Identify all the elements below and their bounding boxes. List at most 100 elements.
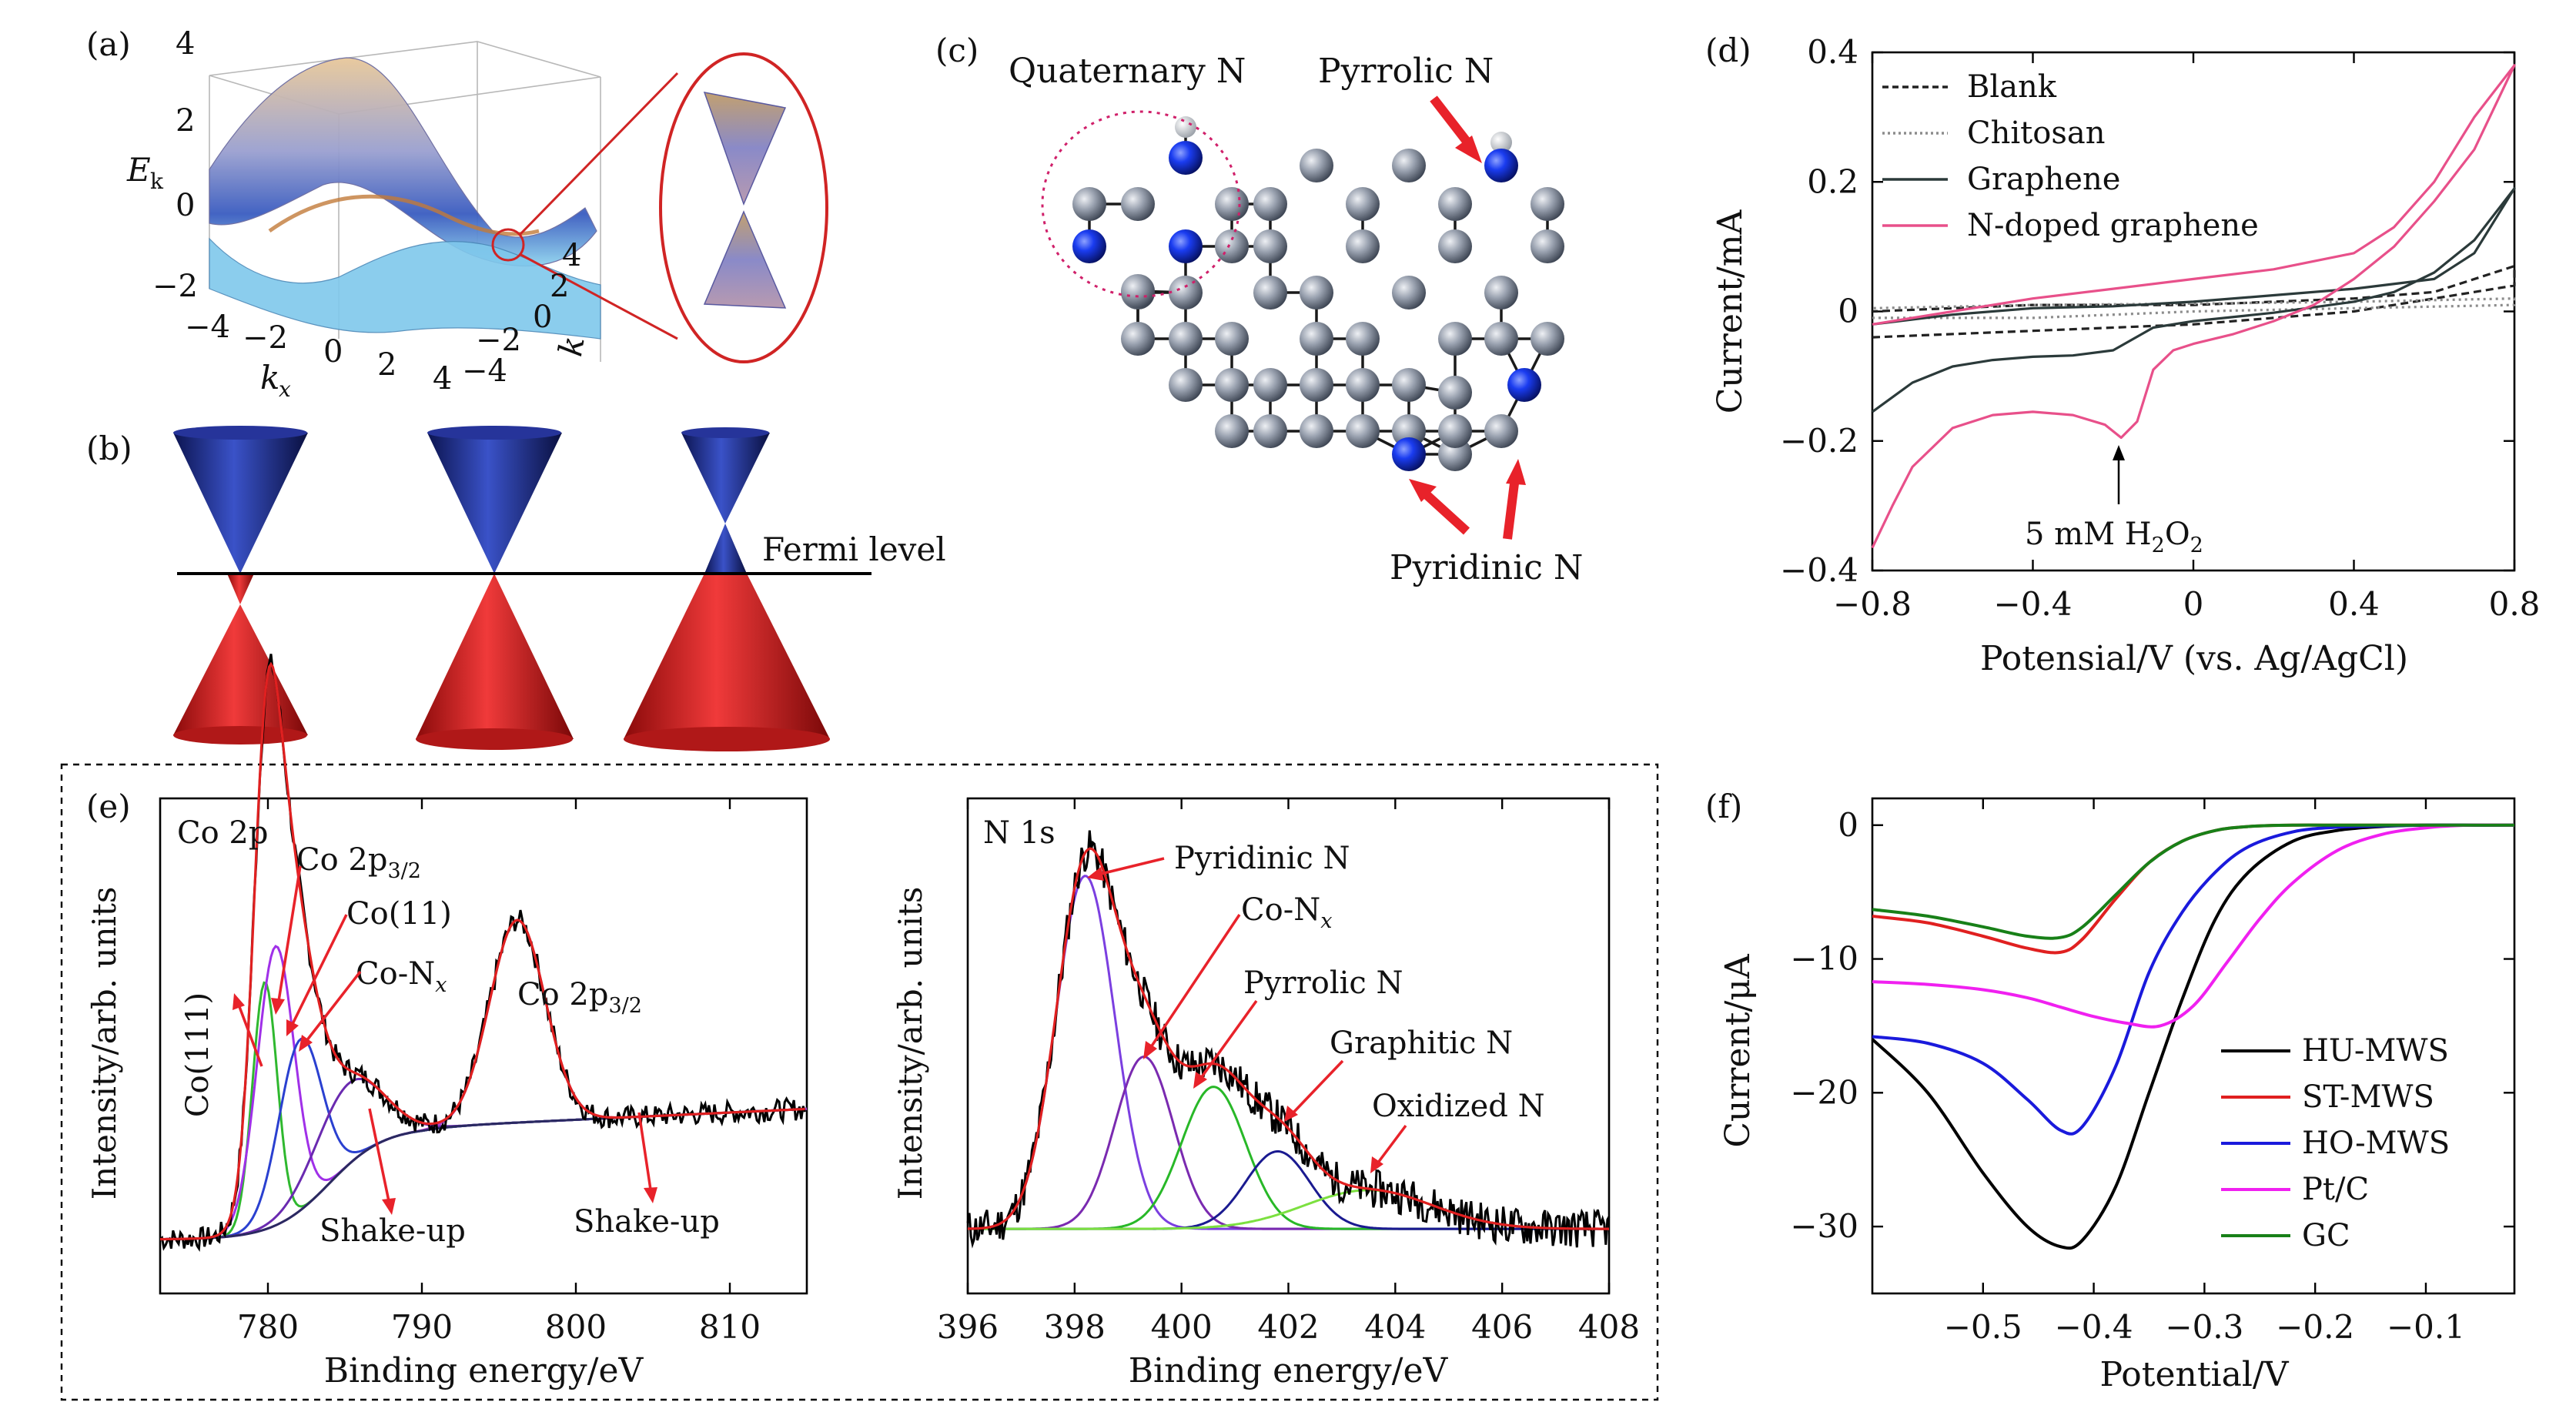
panel-a-ztick: −2: [152, 269, 198, 304]
panel-d-ytick-label: 0.2: [1807, 162, 1858, 200]
legend-label-blank: Blank: [1967, 69, 2057, 105]
annot-shakeup-1: Shake-up: [319, 1213, 466, 1249]
panel-d-ytick-label: −0.4: [1780, 551, 1858, 589]
annot-co-nx-sub: x: [435, 973, 447, 997]
annot-co-nx: Co-N: [356, 956, 435, 992]
cone-undoped-upper-blue: [173, 433, 308, 574]
panel-e2-xtick-label: 396: [937, 1308, 999, 1346]
carbon-atom: [1215, 322, 1249, 356]
panel-label-b: (b): [86, 430, 132, 467]
annot-co2p-main-sub: 3/2: [387, 859, 420, 883]
panel-d-xlabel: Potensial/V (vs. Ag/AgCl): [1980, 639, 2408, 678]
panel-a-ytick: −4: [462, 353, 507, 389]
annot-co111: Co(111): [180, 992, 216, 1117]
panel-f-ylabel: Current/μA: [1718, 953, 1758, 1148]
label-pyridinic-n: Pyridinic N: [1390, 548, 1583, 587]
panel-e1-title: Co 2p: [177, 815, 268, 851]
series-pt-c: [1872, 823, 2515, 1029]
panel-f-xtick-label: −0.2: [2276, 1308, 2354, 1346]
panel-e2-annotation-arrows: [1087, 857, 1407, 1173]
cone-middle-lower-red: [416, 574, 574, 739]
fit-envelope: [967, 847, 1609, 1230]
component-co-2p3-2-satellite-: [160, 918, 808, 1240]
carbon-atom: [1392, 149, 1426, 182]
arrow-pyridinic-n-right: [1503, 477, 1520, 540]
series-gc: [1872, 823, 2514, 940]
annot-co11: Co(11): [346, 896, 452, 932]
panel-f-xtick-label: −0.3: [2165, 1308, 2243, 1346]
panel-a-upper-band-surface: [209, 57, 597, 266]
nitrogen-atom: [1072, 229, 1106, 263]
svg-text:Co 2p3/2: Co 2p3/2: [517, 977, 642, 1018]
label-pyrrolic-n: Pyrrolic N: [1318, 52, 1494, 91]
panel-f-ytick-label: −30: [1790, 1207, 1858, 1245]
panel-f-xlabel: Potential/V: [2099, 1355, 2289, 1394]
fermi-level-label: Fermi level: [762, 530, 946, 568]
panel-a-zlabel-sub: k: [150, 169, 164, 194]
panel-e2-xtick-label: 408: [1578, 1308, 1640, 1346]
panel-a-zoom-lower-cone: [703, 210, 787, 309]
panel-d-annotation-sub2: 2: [2190, 534, 2203, 557]
arrow-pyridinic-n-right-head: [1506, 459, 1526, 485]
panel-e2-title: N 1s: [983, 815, 1055, 851]
panel-f-ticks: [1872, 798, 2514, 1293]
nitrogen-atom: [1169, 141, 1203, 175]
panel-e2-xtick-label: 406: [1471, 1308, 1533, 1346]
arrow-pyrrolic-n: [1430, 95, 1474, 149]
panel-e2-ylabel: Intensity/arb. units: [892, 887, 929, 1200]
svg-text:5 mM H2O2: 5 mM H2O2: [2025, 517, 2203, 557]
carbon-atom: [1300, 276, 1333, 310]
panel-d-annotation-text2: O: [2165, 517, 2190, 552]
panel-e2-peak-annotations: Pyridinic N Co-Nx Pyrrolic N Graphitic N…: [1087, 841, 1545, 1173]
panel-a-xlabel-sub: x: [279, 376, 291, 402]
carbon-atom: [1346, 322, 1380, 356]
panel-c-n-doped-graphene: Quaternary N Pyrrolic N Pyridinic N: [1009, 52, 1583, 587]
carbon-atom: [1253, 414, 1287, 448]
panel-d-ytick-label: 0.4: [1807, 33, 1858, 71]
panel-f-plot-frame: [1871, 797, 2516, 1295]
panel-d-xtick-label: 0.8: [2489, 585, 2541, 623]
cone-right-lower-blue-part: [704, 524, 747, 574]
annot-graphitic-n: Graphitic N: [1330, 1026, 1513, 1061]
panel-a-xtick: 0: [323, 334, 343, 370]
panel-e2-xtick-label: 402: [1257, 1308, 1319, 1346]
panel-e1-xtick-label: 790: [391, 1308, 453, 1346]
annot-pyrrolic-n: Pyrrolic N: [1243, 965, 1403, 1001]
panel-a-zoom-upper-cone: [703, 92, 787, 206]
panel-e2-xlabel: Binding energy/eV: [1129, 1351, 1449, 1390]
panel-d-annotation-text: 5 mM H: [2025, 517, 2152, 552]
panel-a-band-crossing-ridge: [268, 194, 540, 236]
panel-a-ytick: 4: [562, 238, 581, 273]
carbon-atom: [1438, 187, 1472, 221]
panel-d-annotation: 5 mM H2O2: [2025, 445, 2203, 557]
carbon-atom: [1169, 322, 1203, 356]
panel-f-xtick-label: −0.4: [2055, 1308, 2133, 1346]
cone-right-upper-blue: [681, 433, 770, 524]
legend-label-ndoped: N-doped graphene: [1967, 208, 2259, 243]
legend-label-graphene: Graphene: [1967, 162, 2120, 197]
panel-f-xtick-label: −0.1: [2387, 1308, 2465, 1346]
panel-e1-plot-frame: [159, 797, 808, 1295]
carbon-atom: [1300, 149, 1333, 182]
carbon-atom: [1438, 414, 1472, 448]
panel-d-xtick-label: 0: [2183, 585, 2204, 623]
component-co-2p3-2: [160, 945, 808, 1240]
carbon-atom: [1215, 187, 1249, 221]
panel-label-c: (c): [935, 32, 979, 69]
panel-e1-ylabel: Intensity/arb. units: [85, 887, 123, 1200]
panel-d-annotation-sub: 2: [2152, 534, 2165, 557]
panel-e1-tick-labels: 780 790 800 810: [237, 1308, 761, 1346]
panel-e1-co2p-chart: 780 790 800 810 Co 2p Binding energy/eV Int…: [85, 654, 808, 1390]
carbon-atom: [1392, 276, 1426, 310]
panel-d-series: [1871, 64, 2516, 549]
series-blank: [1872, 265, 2516, 339]
panel-a-lower-band-surface: [209, 237, 601, 340]
panel-e-dashed-border: [60, 763, 1659, 1401]
panel-a-xtick: 2: [377, 347, 396, 383]
panel-a-ytick: 2: [550, 269, 569, 304]
nitrogen-atom: [1169, 229, 1203, 263]
panel-label-f: (f): [1705, 788, 1742, 825]
panel-a-xlabel: k: [260, 359, 279, 397]
panel-f-tick-labels: −0.5 −0.4 −0.3 −0.2 −0.1 0 −10 −20 −30: [1790, 806, 2465, 1346]
panel-e1-annotation-arrows: [233, 865, 657, 1215]
